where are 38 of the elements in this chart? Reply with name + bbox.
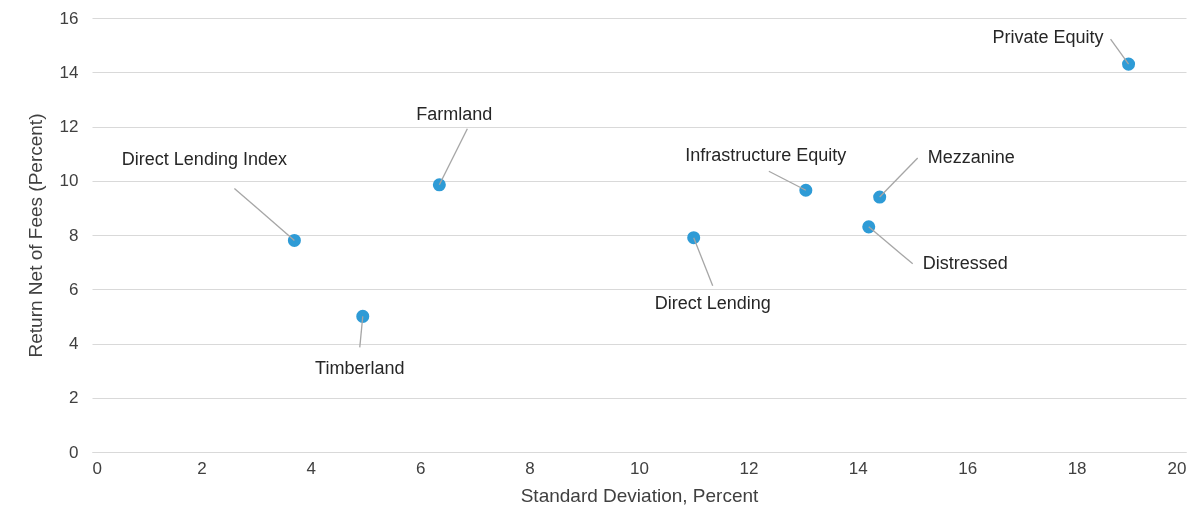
x-tick-label: 2 [197,458,207,478]
x-tick-label: 16 [958,458,978,478]
x-tick-label: 18 [1067,458,1087,478]
y-tick-label: 4 [69,334,79,353]
y-tick-label: 0 [69,442,79,462]
x-tick-label: 12 [739,458,759,478]
annotation: Mezzanine [927,147,1015,168]
annotation: Distressed [922,252,1008,273]
annotation: Farmland [416,103,493,124]
point [287,233,301,247]
annotation: Timberland [315,358,405,379]
annotation: Private Equity [992,27,1104,48]
y-tick-label: 16 [59,8,79,28]
point [799,183,813,197]
x-tick-label: 10 [630,458,649,478]
y-axis-title: Return Net of Fees (Percent) [24,113,46,358]
x-axis-title: Standard Deviation, Percent [520,484,760,506]
y-tick-label: 14 [59,62,79,82]
y-tick-label: 12 [59,117,79,136]
y-tick-label: 10 [59,171,79,191]
y-tick-label: 2 [69,388,79,408]
point [687,231,701,245]
annotation: Direct Lending Index [121,149,287,170]
x-tick-label: 6 [415,458,426,478]
x-tick-label: 8 [525,458,535,478]
x-tick-label: 0 [92,458,102,478]
y-tick-label: 6 [69,279,79,299]
point [873,190,887,204]
point [1122,57,1136,71]
point [862,220,876,234]
x-tick-label: 20 [1167,458,1187,478]
x-tick-label: 4 [306,458,317,478]
point [432,178,446,192]
y-tick-label: 8 [69,225,79,245]
annotation: Infrastructure Equity [685,145,847,166]
x-tick-label: 14 [848,458,868,478]
annotation: Direct Lending [654,292,771,313]
point [356,309,370,323]
